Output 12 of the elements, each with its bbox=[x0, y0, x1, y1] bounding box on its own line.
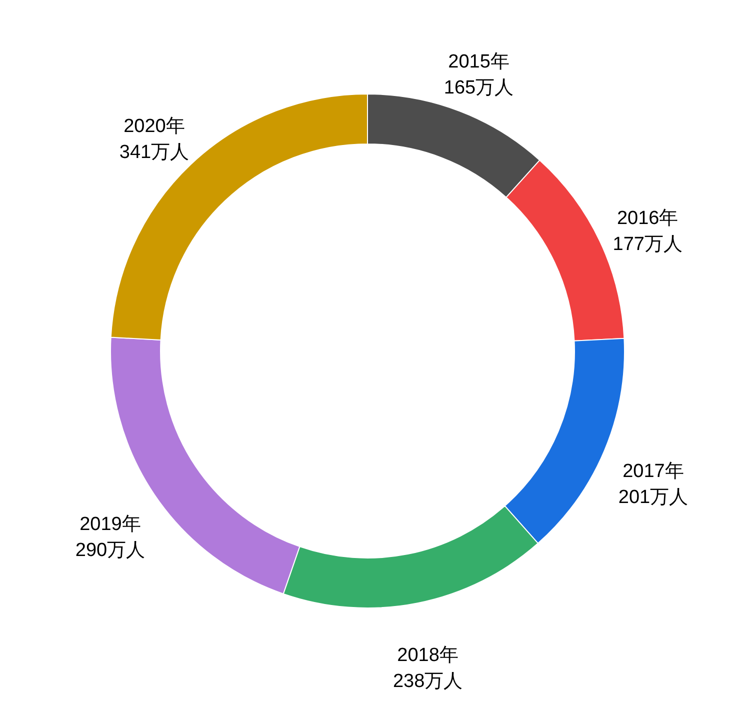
data-label: 165万人 bbox=[444, 78, 514, 99]
data-label: 177万人 bbox=[612, 234, 682, 256]
data-label: 290万人 bbox=[75, 540, 146, 561]
data-label: 341万人 bbox=[119, 142, 190, 164]
slice-label: 2015年 bbox=[448, 52, 510, 73]
slice-label: 2018年 bbox=[397, 645, 458, 666]
slice-label: 2019年 bbox=[80, 514, 141, 535]
data-label: 238万人 bbox=[392, 671, 463, 692]
data-label: 201万人 bbox=[618, 487, 688, 508]
slice-label: 2017年 bbox=[622, 461, 684, 482]
slice-label: 2016年 bbox=[616, 208, 678, 230]
slice-label: 2020年 bbox=[124, 116, 185, 138]
